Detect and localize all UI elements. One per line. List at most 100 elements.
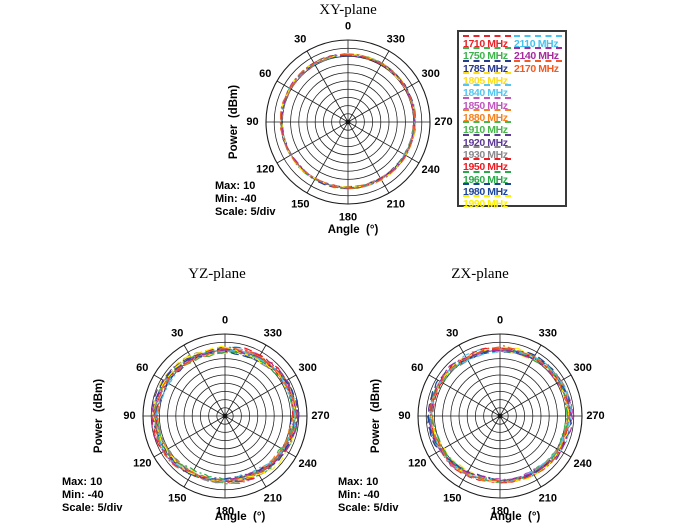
angle-tick-label-150: 150 <box>291 199 309 211</box>
grid-spoke <box>306 50 349 123</box>
angle-tick-label-210: 210 <box>264 493 282 505</box>
legend-label: 1785 MHz <box>463 62 508 75</box>
legend-entry-1785-mhz: 1785 MHz <box>463 59 513 75</box>
angle-tick-label-240: 240 <box>574 458 592 470</box>
angle-tick-label-330: 330 <box>539 327 557 339</box>
angle-tick-label-0: 0 <box>345 21 351 33</box>
trace-1910mhz <box>154 346 298 485</box>
scale-annotation-zx: Max: 10 Min: -40 Scale: 5/div <box>338 476 399 515</box>
legend-entry-1805-mhz: 1805 MHz <box>463 72 513 88</box>
trace-2140mhz <box>151 348 299 482</box>
radial-axis-label-zx: Power (dBm) <box>370 378 382 454</box>
angle-tick-label-60: 60 <box>136 362 148 374</box>
legend-entry-1750-mhz: 1750 MHz <box>463 47 513 63</box>
angle-tick-label-0: 0 <box>497 315 503 327</box>
legend-entry-1710-mhz: 1710 MHz <box>463 35 513 49</box>
angle-tick-label-90: 90 <box>123 410 135 422</box>
angle-tick-label-240: 240 <box>422 164 440 176</box>
annot-min: Min: -40 <box>62 489 104 501</box>
legend-label: 1750 MHz <box>463 50 508 63</box>
legend-label: 1850 MHz <box>463 99 508 112</box>
angle-tick-label-150: 150 <box>443 493 461 505</box>
angle-tick-label-180: 180 <box>339 212 357 224</box>
angle-tick-label-300: 300 <box>574 362 592 374</box>
legend-label: 1930 MHz <box>463 149 508 162</box>
annot-max: Max: 10 <box>338 476 379 488</box>
grid-spoke <box>499 344 542 417</box>
legend-line-sample <box>463 72 511 77</box>
polar-plot-yz: YZ-plane Power (dBm) 0 30 60 90 120 150 180 210… <box>62 266 340 530</box>
legend-line-sample <box>463 47 511 52</box>
polar-center-dot <box>345 119 351 125</box>
legend-entry-1980-mhz: 1980 MHz <box>463 183 513 197</box>
polar-center-dot <box>222 413 228 419</box>
scale-annotation-yz: Max: 10 Min: -40 Scale: 5/div <box>62 476 123 515</box>
trace-1980mhz <box>151 348 299 481</box>
angle-tick-label-270: 270 <box>311 410 329 422</box>
grid-spoke <box>183 344 226 417</box>
angular-axis-label-xy: Angle (°) <box>327 224 379 236</box>
legend-label: 1990 MHz <box>463 198 508 211</box>
annot-min: Min: -40 <box>215 193 257 205</box>
legend-column-2: 2110 MHz 2140 MHz 2170 MHz <box>514 35 564 205</box>
grid-spoke <box>183 415 226 488</box>
legend-label: 1920 MHz <box>463 136 508 149</box>
legend-line-sample <box>463 59 511 65</box>
legend-line-sample <box>514 35 562 40</box>
polar-chart-yz: 0 30 60 90 120 150 180 210 240 270 300 330 <box>123 315 329 518</box>
angle-tick-label-300: 300 <box>299 362 317 374</box>
angle-tick-label-120: 120 <box>408 458 426 470</box>
angular-axis-label-yz: Angle (°) <box>214 511 266 523</box>
legend-line-sample <box>514 59 562 65</box>
plot-title-xy: XY-plane <box>319 2 377 18</box>
legend-line-sample <box>463 35 511 40</box>
legend-entry-2140-mhz: 2140 MHz <box>514 47 564 61</box>
trace-2170mhz <box>279 53 416 190</box>
polar-chart-xy: 0 30 60 90 120 150 180 210 240 270 300 330 <box>246 21 452 224</box>
angle-tick-label-270: 270 <box>586 410 604 422</box>
angular-axis-label-zx: Angle (°) <box>489 511 541 523</box>
legend-line-sample <box>463 121 511 126</box>
angle-tick-label-60: 60 <box>259 68 271 80</box>
trace-1950mhz <box>430 347 571 484</box>
angle-tick-label-90: 90 <box>246 116 258 128</box>
angle-tick-label-240: 240 <box>299 458 317 470</box>
legend-line-sample <box>463 133 511 139</box>
polar-plot-xy: XY-plane Power (dBm) 0 30 60 90 120 150 180 210… <box>215 0 463 264</box>
legend-entry-1950-mhz: 1950 MHz <box>463 158 513 172</box>
grid-spoke <box>347 121 390 194</box>
grid-spoke <box>276 121 349 164</box>
angle-tick-label-90: 90 <box>398 410 410 422</box>
angle-tick-label-330: 330 <box>387 33 405 45</box>
angle-tick-label-330: 330 <box>264 327 282 339</box>
angle-tick-label-150: 150 <box>168 493 186 505</box>
angle-tick-label-30: 30 <box>171 327 183 339</box>
legend-label: 2110 MHz <box>514 38 559 50</box>
annot-max: Max: 10 <box>62 476 103 488</box>
legend-line-sample <box>514 47 562 52</box>
legend-entry-1990-mhz: 1990 MHz <box>463 195 513 211</box>
angle-tick-label-300: 300 <box>422 68 440 80</box>
angle-tick-label-270: 270 <box>434 116 452 128</box>
angle-tick-label-120: 120 <box>133 458 151 470</box>
angle-tick-label-210: 210 <box>387 199 405 211</box>
grid-spoke <box>499 415 572 458</box>
plot-title-zx: ZX-plane <box>451 266 509 282</box>
angle-tick-label-210: 210 <box>539 493 557 505</box>
annot-scale: Scale: 5/div <box>62 502 123 514</box>
legend-entry-1850-mhz: 1850 MHz <box>463 96 513 112</box>
trace-1930mhz <box>428 350 570 482</box>
angle-tick-label-0: 0 <box>222 315 228 327</box>
legend-entry-1930-mhz: 1930 MHz <box>463 146 513 162</box>
legend-entry-1880-mhz: 1880 MHz <box>463 109 513 123</box>
legend-entry-1840-mhz: 1840 MHz <box>463 84 513 98</box>
annot-scale: Scale: 5/div <box>338 502 399 514</box>
angle-tick-label-30: 30 <box>446 327 458 339</box>
legend-label: 1805 MHz <box>463 75 508 88</box>
trace-2110mhz <box>154 349 296 483</box>
grid-spoke <box>153 374 226 417</box>
legend-line-sample <box>463 170 511 176</box>
polar-center-dot <box>497 413 503 419</box>
annot-max: Max: 10 <box>215 180 256 192</box>
